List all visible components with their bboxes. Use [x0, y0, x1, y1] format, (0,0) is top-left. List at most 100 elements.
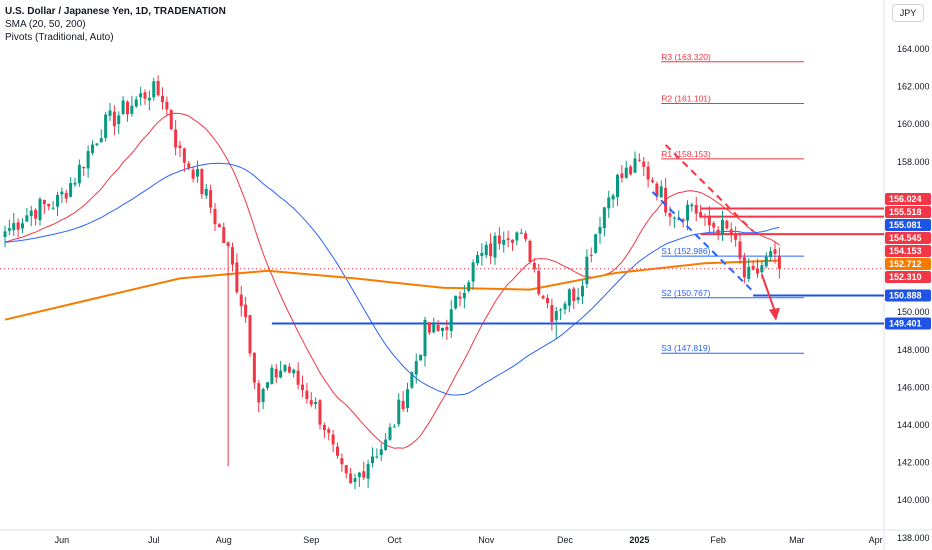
candle-body: [616, 174, 619, 198]
candle-body: [659, 186, 663, 198]
candle-body: [624, 167, 628, 178]
candle-body: [69, 182, 73, 197]
candle-body: [143, 92, 147, 99]
candle-body: [95, 143, 99, 146]
candle-body: [7, 228, 11, 231]
candle-body: [309, 400, 313, 405]
sma-indicator-label[interactable]: SMA (20, 50, 200): [5, 19, 86, 30]
candle-body: [436, 325, 440, 331]
candle-body: [375, 456, 379, 458]
candle-body: [773, 249, 777, 254]
candle-body: [480, 252, 484, 256]
candle-body: [454, 295, 458, 309]
candle-body: [169, 110, 173, 129]
resistance-trendline: [664, 144, 754, 233]
x-tick-label: Oct: [387, 535, 402, 545]
candle-body: [283, 364, 287, 372]
pivots-indicator-label[interactable]: Pivots (Traditional, Auto): [5, 32, 114, 43]
price-badge: [885, 257, 931, 270]
pivot-label: S3 (147.819): [661, 343, 710, 353]
candle-body: [769, 251, 773, 257]
candle-body: [3, 231, 7, 237]
candle-body: [112, 111, 116, 127]
candle-body: [699, 212, 703, 218]
candle-body: [244, 304, 248, 318]
time-axis[interactable]: Jun Jul Aug Sep Oct Nov Dec 2025 Feb Mar Apr: [55, 535, 883, 545]
projection-arrow-head: [769, 307, 780, 321]
candle-body: [681, 219, 685, 222]
candle-body: [528, 240, 532, 262]
candle-body: [476, 255, 479, 264]
candle-body: [589, 255, 593, 257]
candle-body: [261, 388, 265, 403]
candle-body: [423, 319, 427, 357]
candle-body: [91, 144, 94, 153]
candle-body: [567, 289, 571, 306]
candle-body: [327, 429, 331, 433]
candle-body: [156, 81, 160, 96]
candle-body: [668, 213, 672, 217]
candle-body: [576, 297, 580, 300]
candle-body: [296, 370, 300, 385]
candle-body: [742, 257, 746, 278]
price-badge-label: 155.518: [889, 207, 922, 217]
candle-body: [353, 478, 357, 482]
x-tick-label: Mar: [789, 535, 805, 545]
candle-body: [371, 456, 374, 464]
candle-body: [16, 222, 20, 230]
candle-body: [729, 229, 733, 236]
candle-body: [462, 292, 466, 299]
pivot-label: S2 (150.767): [661, 288, 710, 298]
candle-body: [690, 204, 694, 207]
candle-body: [471, 262, 475, 282]
candle-body: [721, 219, 724, 236]
candle-body: [204, 188, 208, 196]
x-tick-label: Jun: [55, 535, 70, 545]
candle-body: [362, 471, 366, 478]
candle-body: [546, 297, 549, 304]
candle-body: [34, 209, 38, 219]
y-tick-label: 162.000: [897, 82, 930, 92]
y-tick-label: 150.000: [897, 307, 930, 317]
candle-body: [392, 426, 396, 428]
candle-body: [196, 169, 199, 177]
candle-body: [484, 244, 488, 256]
candle-body: [598, 227, 602, 234]
x-tick-label: Aug: [216, 535, 232, 545]
y-tick-label: 140.000: [897, 495, 930, 505]
candle-body: [651, 180, 654, 182]
candle-body: [738, 241, 742, 259]
candle-body: [703, 216, 707, 218]
candle-body: [602, 207, 606, 229]
candle-body: [174, 129, 178, 148]
sma-20-line: [4, 112, 780, 449]
y-tick-label: 142.000: [897, 458, 930, 468]
candle-body: [449, 309, 453, 331]
candle-body: [239, 294, 243, 307]
candle-body: [344, 465, 348, 474]
candle-body: [620, 173, 624, 178]
candle-body: [397, 399, 401, 425]
chart-title: U.S. Dollar / Japanese Yen, 1D, TRADENAT…: [5, 6, 226, 17]
candle-body: [594, 234, 598, 253]
price-badge-label: 155.081: [889, 220, 922, 230]
candle-body: [213, 208, 217, 225]
candle-body: [301, 384, 304, 391]
candle-body: [585, 256, 589, 284]
candle-body: [554, 311, 558, 320]
currency-button[interactable]: JPY: [892, 4, 924, 22]
candle-body: [51, 207, 55, 209]
price-badge: [885, 317, 931, 330]
y-tick-label: 148.000: [897, 345, 930, 355]
candle-body: [25, 215, 29, 222]
price-badge-label: 150.888: [889, 291, 922, 301]
candle-body: [686, 204, 689, 221]
projection-arrow-shaft: [760, 274, 776, 313]
price-badge: [885, 244, 931, 257]
candle-body: [760, 265, 764, 273]
pivot-label: R3 (163.320): [661, 52, 711, 62]
candle-body: [147, 97, 151, 101]
